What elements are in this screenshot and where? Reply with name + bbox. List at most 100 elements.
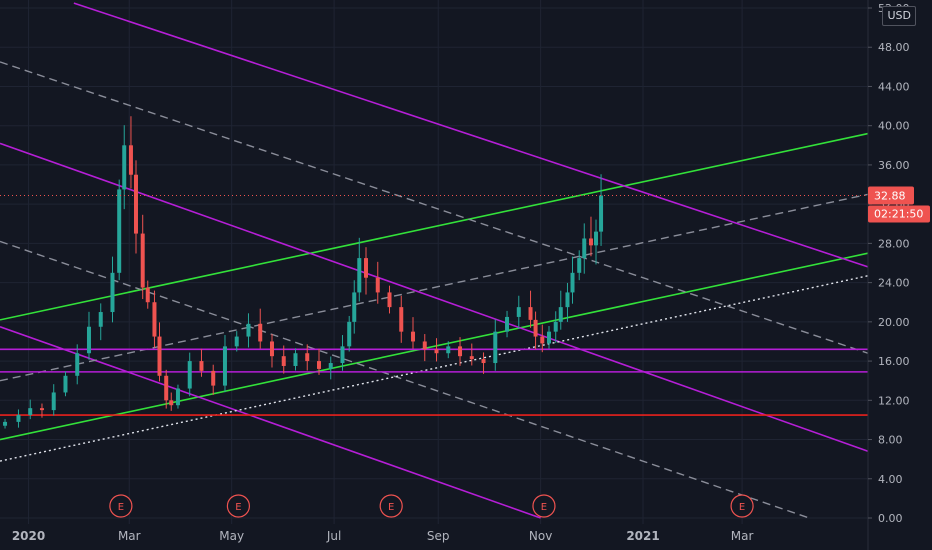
- candle-body: [122, 145, 127, 190]
- last-price-tag: 32.88 02:21:50: [868, 186, 930, 223]
- solid-trend-line: [0, 142, 869, 453]
- earnings-marker-label: E: [739, 502, 745, 513]
- candle-body: [599, 195, 604, 232]
- price-axis-label: 24.00: [878, 277, 910, 290]
- candle-body: [547, 331, 552, 344]
- candle-body: [152, 302, 157, 337]
- candle-body: [493, 331, 498, 364]
- candle-body: [157, 336, 162, 376]
- candle-body: [305, 353, 310, 362]
- candle-body: [169, 400, 174, 406]
- earnings-marker-label: E: [541, 502, 547, 513]
- price-axis-label: 44.00: [878, 80, 910, 93]
- candle-body: [577, 258, 582, 273]
- candle-body: [540, 336, 545, 344]
- price-axis[interactable]: 0.00 4.00 8.00 12.00 16.00 20.00 24.00 28.00 32.…: [868, 2, 910, 525]
- candle-body: [222, 346, 227, 386]
- earnings-marker-label: E: [388, 502, 394, 513]
- candle-body: [3, 421, 8, 426]
- candle-body: [570, 272, 575, 293]
- trend-lines[interactable]: [0, 2, 869, 519]
- candle-body: [51, 392, 56, 411]
- candle-body: [187, 361, 192, 389]
- candle-body: [258, 323, 263, 342]
- candle-body: [28, 408, 33, 416]
- candle-body: [234, 336, 239, 347]
- time-axis-label: Mar: [118, 529, 141, 543]
- time-axis[interactable]: 2020 Mar May Jul Sep Nov 2021 Mar: [12, 529, 754, 543]
- candle-body: [39, 408, 44, 411]
- solid-trend-line: [73, 2, 869, 268]
- candle-body: [246, 323, 251, 337]
- candle-body: [63, 375, 68, 393]
- candle-body: [364, 258, 369, 278]
- last-price-tag-box: [868, 186, 914, 205]
- candle-body: [328, 363, 333, 369]
- candle-body: [164, 375, 169, 401]
- candle-body: [133, 174, 138, 234]
- candle-body: [399, 307, 404, 332]
- candle-body: [558, 307, 563, 322]
- price-axis-label: 36.00: [878, 159, 910, 172]
- candle-body: [446, 346, 451, 354]
- candle-body: [411, 331, 416, 342]
- candle-body: [98, 312, 103, 327]
- candle-body: [16, 415, 21, 422]
- candle-body: [340, 346, 345, 364]
- time-axis-label: Sep: [427, 529, 450, 543]
- candle-body: [375, 277, 380, 293]
- last-price-value: 32.88: [874, 190, 906, 203]
- candle-body: [293, 353, 298, 366]
- price-axis-label: 48.00: [878, 41, 910, 54]
- time-axis-label: Nov: [529, 529, 552, 543]
- candle-body: [175, 388, 180, 406]
- candle-body: [594, 231, 599, 246]
- solid-trend-line: [0, 132, 869, 321]
- time-axis-label: 2021: [626, 529, 659, 543]
- earnings-marker-circle: [730, 494, 754, 518]
- countdown-tag-box: [868, 205, 930, 223]
- candle-body: [469, 356, 474, 360]
- earnings-marker-circle: [109, 494, 133, 518]
- dashed-trend-line: [0, 193, 869, 382]
- earnings-marker-label: E: [235, 502, 241, 513]
- candle-body: [434, 349, 439, 354]
- candlestick-series: [3, 116, 604, 429]
- candle-body: [505, 316, 510, 332]
- candle-body: [117, 189, 122, 273]
- time-axis-label: 2020: [12, 529, 45, 543]
- dashed-trend-line: [0, 61, 869, 354]
- earnings-marker-circle: [226, 494, 251, 518]
- candle-body: [347, 321, 352, 347]
- price-axis-label: 28.00: [878, 237, 910, 250]
- price-axis-label: 40.00: [878, 120, 910, 133]
- price-axis-label: 20.00: [878, 316, 910, 329]
- candle-body: [533, 319, 538, 337]
- candle-body: [352, 292, 357, 322]
- candle-body: [357, 258, 362, 293]
- candle-body: [211, 370, 216, 386]
- time-axis-label: Mar: [731, 529, 754, 543]
- candle-body: [140, 233, 145, 288]
- price-axis-label: 12.00: [878, 394, 910, 407]
- candle-body: [387, 292, 392, 308]
- candle-body: [269, 341, 274, 357]
- currency-selector[interactable]: USD: [882, 6, 916, 26]
- candle-body: [565, 292, 570, 308]
- grid-lines: [0, 0, 868, 524]
- candle-body: [553, 321, 558, 332]
- price-axis-label: 0.00: [878, 512, 903, 525]
- candle-body: [316, 361, 321, 369]
- price-axis-label: 4.00: [878, 473, 903, 486]
- candle-body: [528, 307, 533, 320]
- price-axis-label: 8.00: [878, 434, 903, 447]
- dotted-trend-line: [0, 275, 869, 462]
- earnings-marker-circle: [379, 494, 403, 518]
- candle-body: [110, 272, 115, 313]
- time-axis-label: May: [219, 529, 244, 543]
- candle-body: [582, 238, 587, 259]
- candle-body: [75, 353, 80, 376]
- bar-countdown: 02:21:50: [874, 208, 923, 221]
